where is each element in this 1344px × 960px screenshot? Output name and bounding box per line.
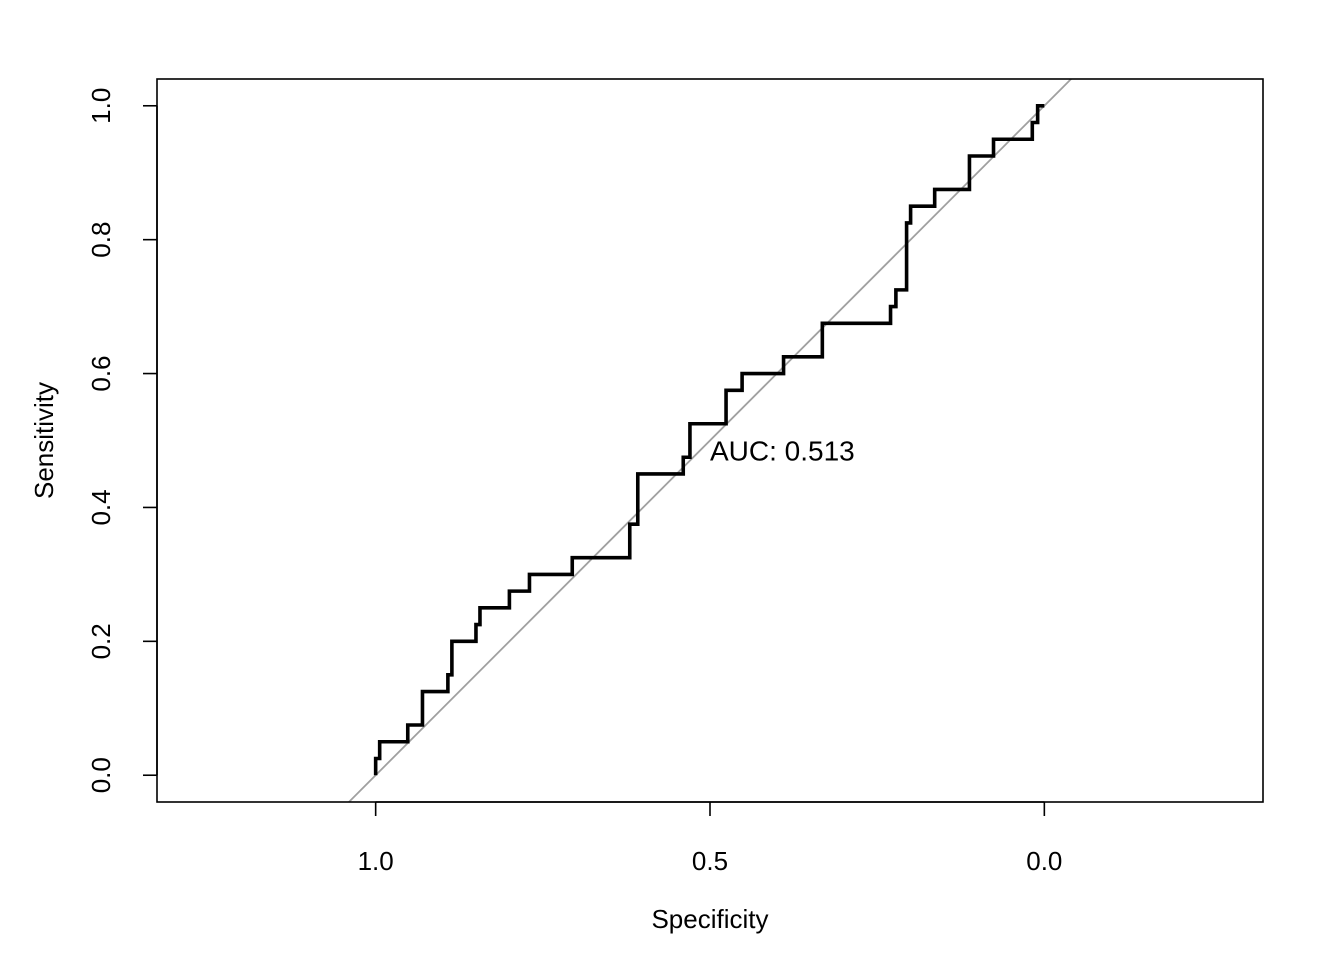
- y-axis-title: Sensitivity: [29, 382, 59, 499]
- y-tick-label: 1.0: [86, 88, 116, 124]
- y-axis: 0.0 0.2 0.4 0.6 0.8 1.0: [86, 88, 158, 793]
- y-tick-label: 0.6: [86, 355, 116, 391]
- y-tick-label: 0.4: [86, 489, 116, 525]
- y-tick-label: 0.8: [86, 222, 116, 258]
- x-axis-title: Specificity: [651, 904, 768, 934]
- x-axis: 1.0 0.5 0.0: [358, 801, 1062, 876]
- y-tick-label: 0.0: [86, 757, 116, 793]
- x-tick-label: 0.5: [692, 846, 728, 876]
- x-tick-label: 0.0: [1026, 846, 1062, 876]
- y-tick-label: 0.2: [86, 623, 116, 659]
- roc-curve-line: [373, 103, 1045, 776]
- auc-annotation: AUC: 0.513: [710, 436, 855, 467]
- reference-diagonal-line: [348, 78, 1072, 803]
- x-tick-label: 1.0: [358, 846, 394, 876]
